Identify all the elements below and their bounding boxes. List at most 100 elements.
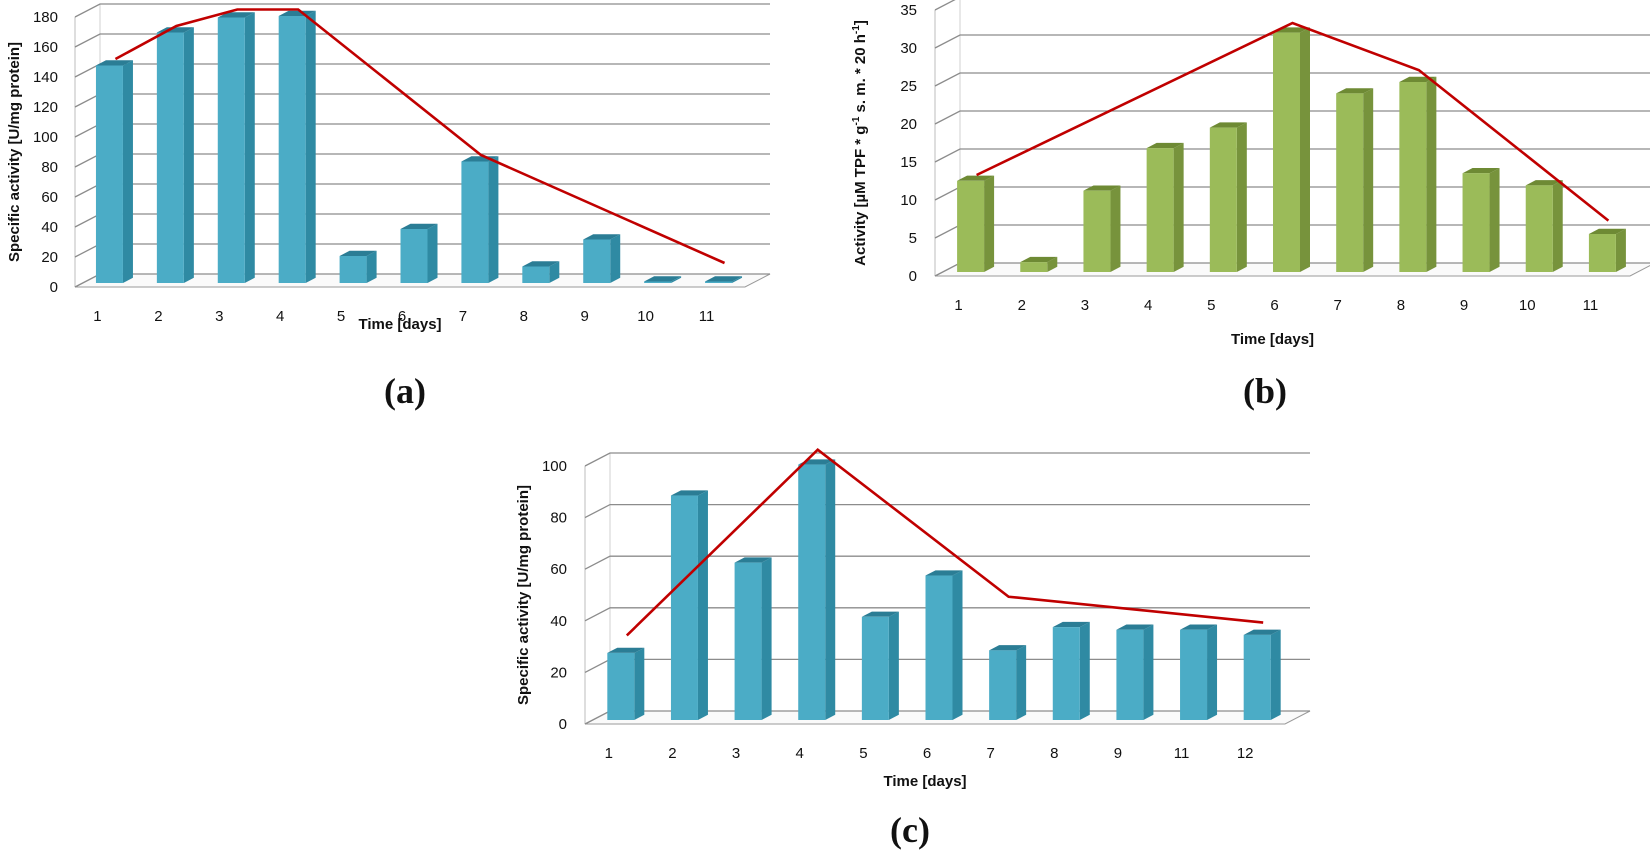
bar-front — [1588, 234, 1616, 272]
y-tick-label: 80 — [550, 510, 567, 527]
bar-top — [583, 234, 621, 240]
bar — [1399, 76, 1437, 272]
bar — [583, 234, 621, 283]
x-tick-label: 3 — [215, 308, 223, 325]
bar — [400, 223, 438, 283]
bar-top — [95, 60, 133, 66]
bar-side — [634, 647, 645, 720]
bar-side — [1173, 142, 1184, 272]
bar-top — [1083, 185, 1121, 191]
bar-side — [984, 175, 995, 272]
x-tick-label: 10 — [1519, 297, 1536, 314]
panel-label: (b) — [1243, 371, 1287, 411]
bar-side — [1552, 180, 1563, 272]
bar-front — [1083, 190, 1111, 272]
y-tick-label: 5 — [909, 230, 917, 247]
bar-top — [400, 223, 438, 229]
bar — [607, 647, 645, 720]
bar — [644, 276, 682, 283]
bar-side — [1300, 27, 1310, 273]
bar-side — [761, 557, 772, 720]
y-tick-label: 60 — [41, 189, 58, 206]
bar-front — [278, 16, 306, 283]
x-tick-label: 3 — [1081, 297, 1089, 314]
bar — [1020, 256, 1058, 272]
bar-side — [1426, 76, 1437, 272]
x-tick-label: 8 — [520, 308, 528, 325]
bar-front — [461, 161, 489, 283]
x-tick-label: 4 — [1144, 297, 1152, 314]
bar-top — [957, 175, 995, 181]
bar-front — [670, 495, 698, 720]
y-axis-title-part: ] — [852, 20, 869, 25]
bar-front — [95, 65, 123, 283]
bar-side — [1110, 185, 1121, 272]
gridline — [934, 0, 956, 11]
bar — [217, 12, 255, 284]
y-tick-label: 0 — [909, 268, 917, 285]
bar — [1273, 27, 1310, 273]
bar-side — [183, 27, 194, 283]
y-tick-label: 0 — [559, 716, 567, 733]
bar-front — [705, 281, 733, 283]
bar — [1116, 624, 1154, 720]
bar-front — [1273, 32, 1300, 272]
bar — [1525, 180, 1563, 272]
bar-side — [244, 12, 255, 284]
gridline — [934, 34, 1650, 49]
bar-side — [1143, 624, 1154, 720]
panel-label: (a) — [384, 371, 426, 411]
bar-front — [522, 266, 550, 283]
bar-front — [1399, 82, 1427, 272]
bar — [957, 175, 995, 272]
y-tick-label: 15 — [900, 154, 917, 171]
y-axis-title-part: -1 — [851, 116, 862, 125]
gridline — [74, 33, 770, 48]
bar-side — [488, 156, 499, 283]
bar — [798, 459, 836, 720]
bar-front — [798, 464, 826, 720]
y-tick-label: 140 — [33, 69, 58, 86]
gridline — [584, 555, 1310, 570]
bar-front — [339, 256, 367, 283]
x-tick-label: 8 — [1397, 297, 1405, 314]
bar-front — [1525, 185, 1553, 272]
bar-side — [1363, 88, 1374, 272]
gridline — [584, 607, 1310, 622]
bar-front — [644, 281, 672, 283]
bar-top — [1116, 624, 1154, 630]
bar-side — [952, 570, 963, 720]
bar-top — [644, 276, 682, 282]
y-axis-title-part: -1 — [851, 25, 862, 34]
y-tick-label: 60 — [550, 561, 567, 578]
bar-top — [522, 261, 560, 267]
y-tick-label: 35 — [900, 2, 917, 19]
x-tick-label: 9 — [581, 308, 589, 325]
x-tick-label: 9 — [1460, 297, 1468, 314]
x-tick-label: 7 — [1334, 297, 1342, 314]
x-tick-label: 3 — [732, 745, 740, 762]
x-tick-label: 1 — [93, 308, 101, 325]
gridline — [74, 3, 770, 18]
y-tick-label: 10 — [900, 192, 917, 209]
bar-top — [1336, 88, 1374, 94]
bar-side — [1207, 624, 1218, 720]
bar — [1462, 168, 1500, 272]
bar-side — [1270, 629, 1281, 720]
bar-front — [1209, 127, 1237, 272]
y-tick-label: 40 — [550, 613, 567, 630]
x-tick-label: 1 — [605, 745, 613, 762]
bar-front — [861, 616, 889, 720]
y-tick-label: 100 — [33, 129, 58, 146]
panel-label: (c) — [890, 810, 930, 850]
bar-top — [989, 645, 1027, 651]
bar-front — [607, 652, 635, 720]
x-tick-label: 8 — [1050, 745, 1058, 762]
x-tick-label: 2 — [668, 745, 676, 762]
bar-top — [705, 276, 743, 282]
x-tick-label: 11 — [1174, 745, 1190, 762]
x-tick-label: 11 — [699, 308, 715, 325]
bar-side — [549, 261, 560, 283]
